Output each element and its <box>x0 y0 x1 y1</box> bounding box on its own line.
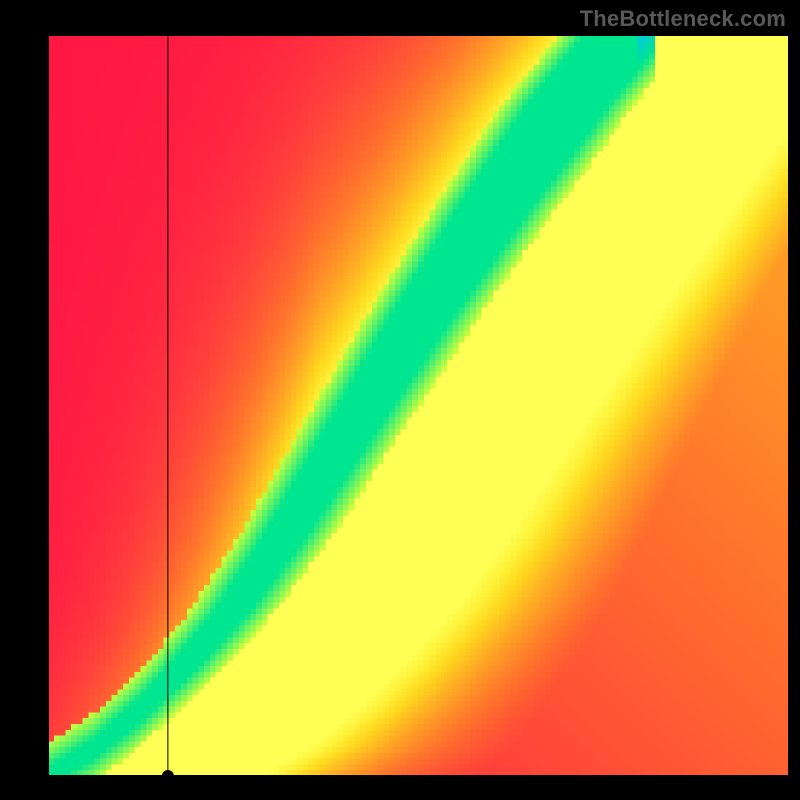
plot-area <box>48 36 788 776</box>
heatmap-canvas <box>48 36 788 776</box>
watermark-text: TheBottleneck.com <box>580 6 786 32</box>
chart-container: TheBottleneck.com <box>0 0 800 800</box>
